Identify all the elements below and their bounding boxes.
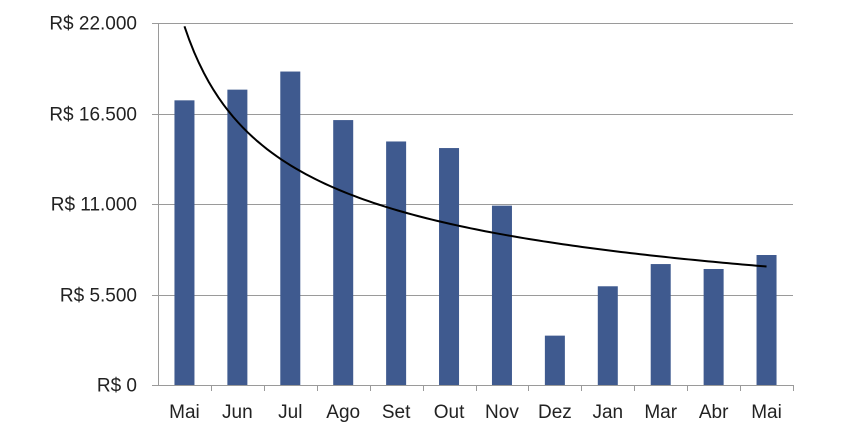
- x-tick-label: Out: [434, 402, 465, 423]
- bar: [227, 89, 248, 386]
- x-tick-label: Abr: [699, 402, 729, 423]
- y-tick-label: R$ 16.500: [49, 105, 137, 126]
- bar: [544, 335, 565, 385]
- bar: [650, 264, 671, 385]
- bar: [491, 205, 512, 385]
- y-tick-label: R$ 0: [97, 376, 137, 397]
- trendline: [183, 25, 767, 268]
- y-axis-ticks: R$ 0 R$ 5.500 R$ 11.000 R$ 16.500 R$ 22.000: [49, 14, 137, 397]
- y-tick-label: R$ 5.500: [60, 286, 137, 307]
- x-axis-ticks: Mai Jun Jul Ago Set Out Nov Dez Jan Mar Abr Mai: [169, 385, 794, 423]
- y-tick-label: R$ 11.000: [51, 195, 137, 216]
- bar: [439, 148, 460, 385]
- bar: [386, 141, 407, 385]
- x-tick-label: Ago: [326, 402, 360, 423]
- gridlines: [152, 23, 793, 386]
- bar: [703, 268, 724, 385]
- x-tick-label: Jun: [222, 402, 253, 423]
- x-tick-label: Set: [382, 402, 411, 423]
- trendline-layer: [183, 25, 767, 268]
- bar: [597, 286, 618, 385]
- bar: [756, 255, 777, 385]
- x-tick-label: Jul: [278, 402, 302, 423]
- x-tick-label: Jan: [592, 402, 623, 423]
- x-tick-label: Mai: [751, 402, 782, 423]
- bar: [333, 120, 354, 385]
- x-tick-label: Nov: [485, 402, 519, 423]
- x-tick-label: Dez: [538, 402, 572, 423]
- bar: [280, 71, 301, 386]
- x-tick-label: Mar: [644, 402, 677, 423]
- y-tick-label: R$ 22.000: [49, 14, 137, 35]
- bar: [174, 100, 195, 385]
- x-tick-label: Mai: [169, 402, 200, 423]
- bars: [174, 71, 777, 386]
